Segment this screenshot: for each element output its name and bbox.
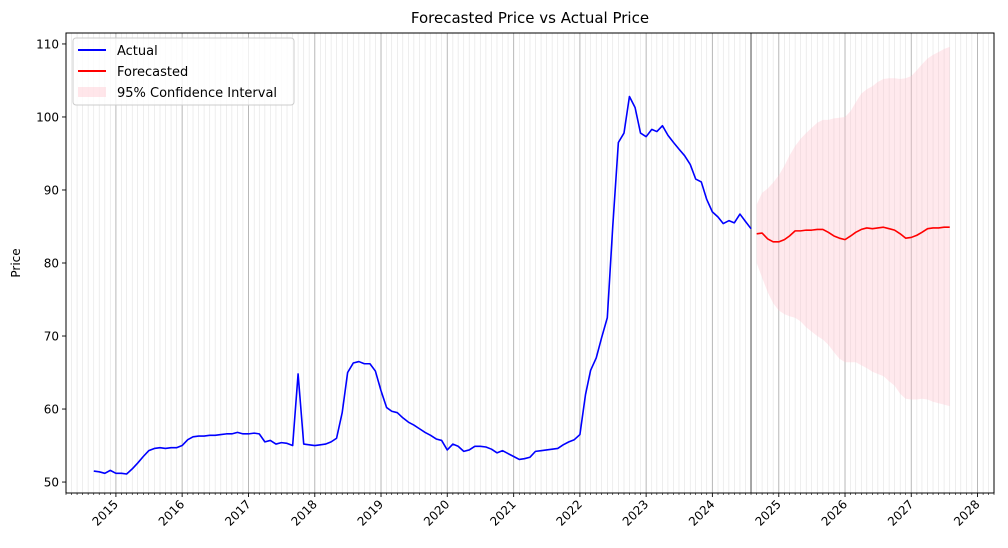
- y-axis: 50 60 70 80 90 100 110: [36, 37, 66, 490]
- confidence-band: [756, 46, 950, 407]
- series-lines: [93, 95, 950, 475]
- y-tick-label: 70: [44, 330, 59, 344]
- x-tick-label: 2025: [752, 497, 783, 528]
- legend-swatch-interval: [78, 87, 106, 97]
- confidence-interval-area: [756, 46, 950, 407]
- x-tick-label: 2023: [620, 497, 651, 528]
- legend-box: [72, 37, 295, 106]
- x-tick-label: 2028: [951, 497, 982, 528]
- y-axis-label: Price: [9, 248, 23, 277]
- series-line-actual: [93, 95, 752, 475]
- x-tick-label: 2017: [222, 497, 253, 528]
- legend-label-actual: Actual: [117, 44, 158, 59]
- x-tick-label: 2021: [487, 497, 518, 528]
- x-tick-label: 2016: [156, 497, 187, 528]
- legend: Actual Forecasted 95% Confidence Interva…: [72, 37, 295, 106]
- x-tick-label: 2018: [288, 497, 319, 528]
- legend-label-interval: 95% Confidence Interval: [117, 86, 277, 101]
- y-tick-label: 110: [36, 37, 59, 51]
- x-tick-label: 2024: [686, 497, 717, 528]
- y-tick-label: 100: [36, 110, 59, 124]
- x-axis: 2015 2016 2017 2018 2019 2020 2021 2022 2023 2024…: [65, 493, 995, 529]
- y-tick-label: 60: [44, 403, 59, 417]
- x-tick-label: 2026: [819, 497, 850, 528]
- x-tick-label: 2019: [355, 497, 386, 528]
- y-tick-label: 90: [44, 183, 59, 197]
- legend-label-forecasted: Forecasted: [117, 65, 188, 80]
- chart-title: Forecasted Price vs Actual Price: [411, 9, 649, 27]
- x-tick-label: 2027: [885, 497, 916, 528]
- series-line-forecasted: [756, 226, 950, 243]
- y-tick-label: 80: [44, 257, 59, 271]
- x-tick-label: 2022: [554, 497, 585, 528]
- x-tick-label: 2020: [421, 497, 452, 528]
- x-tick-label: 2015: [90, 497, 121, 528]
- y-tick-label: 50: [44, 476, 59, 490]
